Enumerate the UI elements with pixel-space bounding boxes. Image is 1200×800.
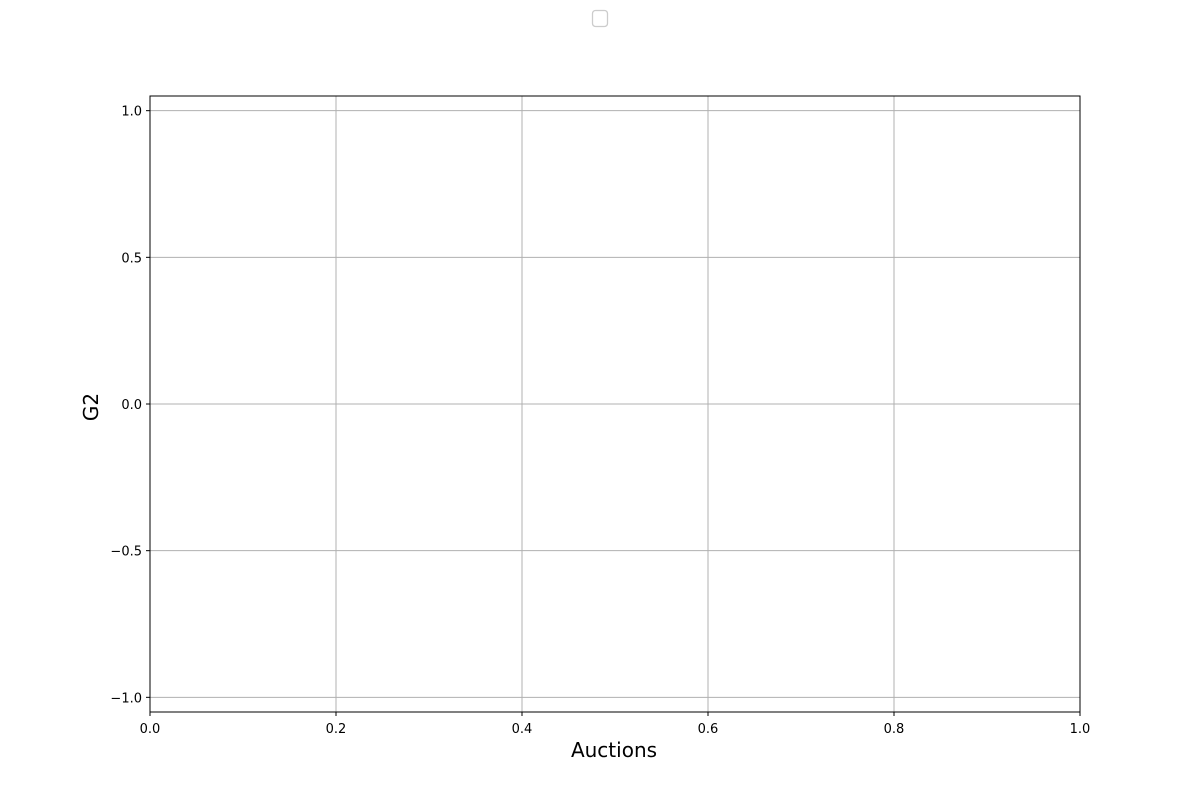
y-tick-label: −0.5 [110, 545, 142, 560]
y-tick-label: 1.0 [121, 105, 142, 120]
x-tick-label: 0.4 [512, 722, 533, 737]
x-axis-label: Auctions [571, 738, 657, 762]
x-tick-label: 0.6 [698, 722, 719, 737]
x-tick-label: 0.8 [884, 722, 905, 737]
y-tick-label: −1.0 [110, 691, 142, 706]
x-tick-label: 0.0 [140, 722, 161, 737]
y-tick-label: 0.5 [121, 251, 142, 266]
y-tick-label: 0.0 [121, 398, 142, 413]
legend-box [591, 9, 609, 28]
axis-ticks: 0.0 0.2 0.4 0.6 0.8 1.0 1.0 0.5 0.0 −0.5 −1.0 [110, 105, 1090, 737]
x-tick-label: 0.2 [326, 722, 347, 737]
y-axis-label: G2 [79, 393, 103, 421]
x-tick-label: 1.0 [1070, 722, 1091, 737]
